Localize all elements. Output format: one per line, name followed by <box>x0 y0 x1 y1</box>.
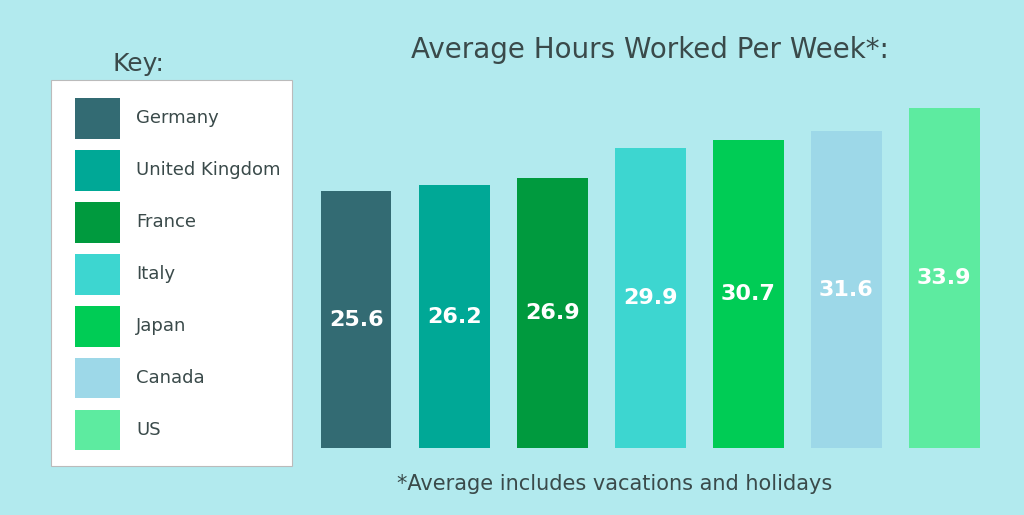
Text: Key:: Key: <box>113 52 164 76</box>
Bar <box>909 108 980 448</box>
Bar <box>517 179 588 448</box>
Text: Germany: Germany <box>136 110 219 127</box>
Text: 33.9: 33.9 <box>918 268 972 288</box>
Bar <box>321 192 391 448</box>
Text: 29.9: 29.9 <box>623 288 678 308</box>
Text: 31.6: 31.6 <box>819 280 873 300</box>
Text: France: France <box>136 213 197 231</box>
Bar <box>713 141 783 448</box>
Bar <box>419 185 489 448</box>
Bar <box>811 131 882 448</box>
Text: 26.9: 26.9 <box>525 303 580 323</box>
Text: Japan: Japan <box>136 317 186 335</box>
Title: Average Hours Worked Per Week*:: Average Hours Worked Per Week*: <box>412 36 889 64</box>
Text: 26.2: 26.2 <box>427 307 481 327</box>
Text: United Kingdom: United Kingdom <box>136 161 281 179</box>
Text: Canada: Canada <box>136 369 205 387</box>
Text: 25.6: 25.6 <box>329 310 384 330</box>
Text: 30.7: 30.7 <box>721 284 776 304</box>
Text: *Average includes vacations and holidays: *Average includes vacations and holidays <box>396 474 833 494</box>
Bar <box>615 148 685 448</box>
Text: Italy: Italy <box>136 265 175 283</box>
Text: US: US <box>136 421 161 439</box>
